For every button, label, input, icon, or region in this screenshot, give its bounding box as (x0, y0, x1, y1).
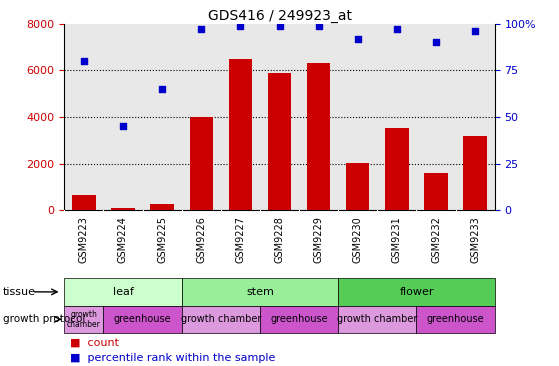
Text: leaf: leaf (112, 287, 134, 297)
Text: greenhouse: greenhouse (113, 314, 172, 324)
Point (392, 26, 401, 32)
Bar (182, 306, 260, 333)
Text: GSM9223: GSM9223 (79, 216, 89, 263)
Text: GDS416 / 249923_at: GDS416 / 249923_at (207, 9, 352, 23)
Text: flower: flower (399, 287, 434, 297)
Text: tissue: tissue (3, 287, 36, 297)
Bar (338, 306, 416, 333)
Text: growth chamber: growth chamber (337, 314, 418, 324)
Text: ■  count: ■ count (70, 338, 119, 348)
Bar (260, 306, 338, 333)
Text: GSM9233: GSM9233 (470, 216, 480, 263)
Point (158, 86, 167, 92)
Text: stem: stem (246, 287, 274, 297)
Bar (463, 136, 487, 210)
Bar (424, 173, 448, 210)
Text: GSM9229: GSM9229 (314, 216, 324, 263)
Point (79, 58, 88, 64)
Bar (72, 195, 96, 210)
Bar (111, 208, 135, 210)
Text: GSM9226: GSM9226 (196, 216, 206, 263)
Bar (229, 59, 252, 210)
Text: ■  percentile rank within the sample: ■ percentile rank within the sample (70, 353, 275, 363)
Bar (182, 278, 338, 306)
Text: growth protocol: growth protocol (3, 314, 85, 324)
Bar (64, 278, 182, 306)
Bar (307, 63, 330, 210)
Bar (150, 204, 174, 210)
Bar (338, 278, 495, 306)
Bar (64, 306, 103, 333)
Text: GSM9227: GSM9227 (235, 216, 245, 263)
Point (275, 23, 284, 29)
Text: GSM9224: GSM9224 (118, 216, 128, 263)
Point (119, 123, 127, 129)
Bar (190, 117, 213, 210)
Text: GSM9231: GSM9231 (392, 216, 402, 263)
Text: GSM9230: GSM9230 (353, 216, 363, 263)
Text: growth
chamber: growth chamber (67, 310, 101, 329)
Bar (416, 306, 495, 333)
Bar (268, 73, 291, 210)
Text: GSM9232: GSM9232 (431, 216, 441, 263)
Point (197, 26, 206, 32)
Text: GSM9225: GSM9225 (157, 216, 167, 263)
Bar (346, 163, 369, 210)
Point (353, 36, 362, 42)
Text: growth chamber: growth chamber (181, 314, 261, 324)
Point (432, 40, 440, 45)
Bar (385, 128, 409, 210)
Point (314, 23, 323, 29)
Point (471, 28, 480, 34)
Bar (103, 306, 182, 333)
Text: greenhouse: greenhouse (427, 314, 485, 324)
Text: greenhouse: greenhouse (270, 314, 328, 324)
Text: GSM9228: GSM9228 (274, 216, 285, 263)
Point (236, 23, 245, 29)
